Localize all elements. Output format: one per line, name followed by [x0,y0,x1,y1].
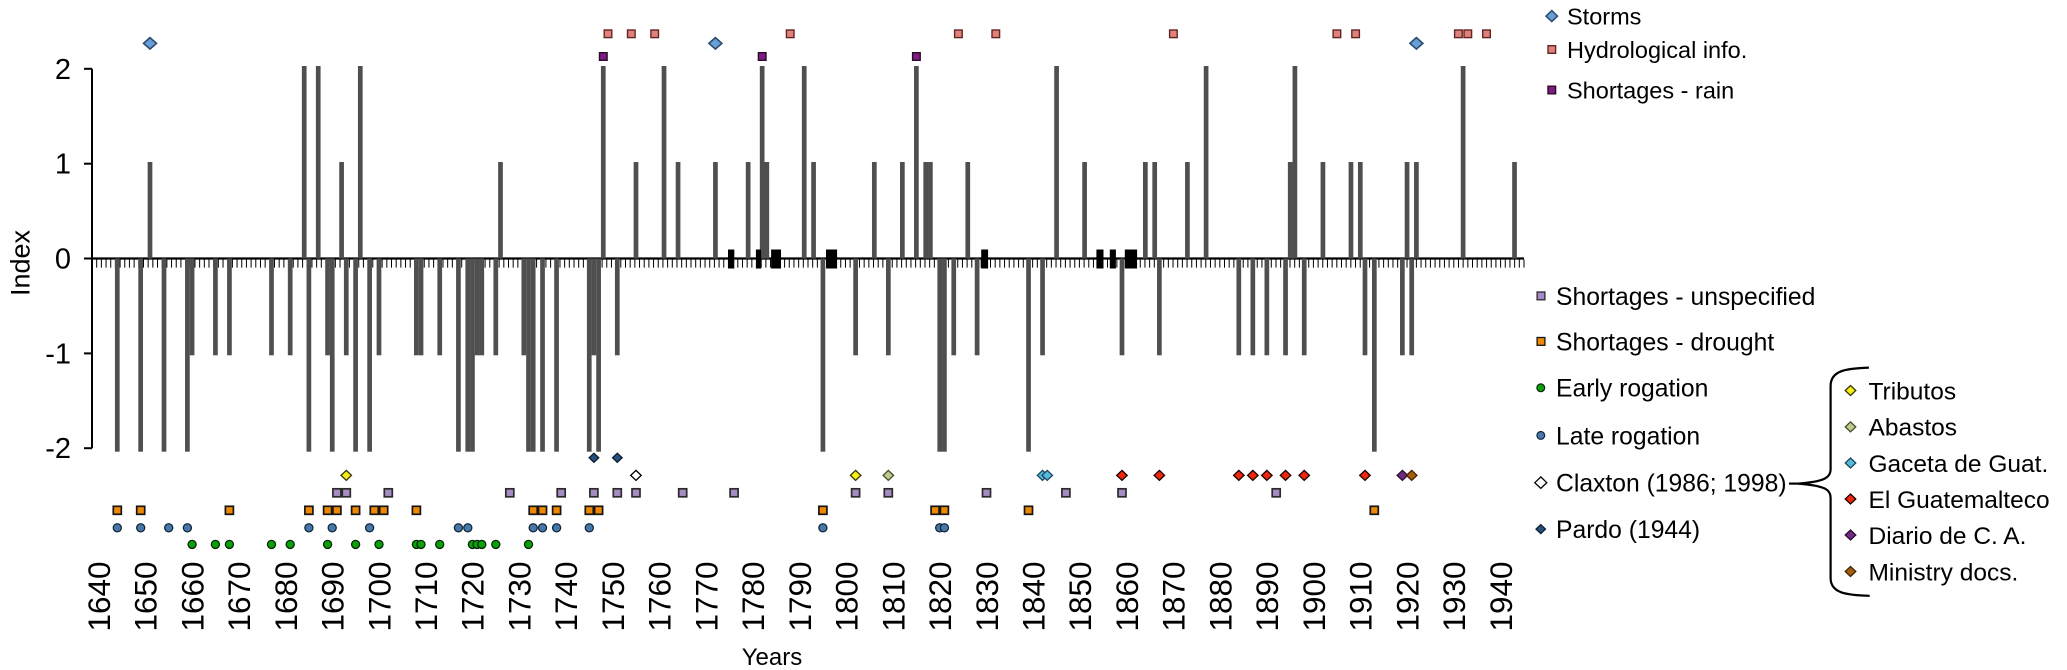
svg-text:Tributos: Tributos [1869,378,1957,405]
svg-text:1650: 1650 [128,561,164,631]
svg-text:Early rogation: Early rogation [1556,376,1708,403]
svg-text:1760: 1760 [642,561,678,631]
svg-text:1810: 1810 [875,561,911,631]
svg-text:Claxton (1986; 1998): Claxton (1986; 1998) [1556,471,1787,498]
svg-text:1820: 1820 [922,561,958,631]
svg-text:1870: 1870 [1156,561,1192,631]
svg-text:Shortages - drought: Shortages - drought [1556,329,1774,356]
svg-text:1710: 1710 [408,561,444,631]
svg-text:Ministry docs.: Ministry docs. [1869,559,2019,586]
svg-text:Late rogation: Late rogation [1556,423,1700,450]
svg-text:1750: 1750 [595,561,631,631]
svg-text:1890: 1890 [1249,561,1285,631]
svg-text:1: 1 [55,149,71,181]
svg-text:1910: 1910 [1343,561,1379,631]
svg-text:Gaceta de Guat.: Gaceta de Guat. [1869,451,2049,478]
svg-text:1670: 1670 [221,561,257,631]
svg-text:1700: 1700 [361,561,397,631]
svg-text:1770: 1770 [688,561,724,631]
svg-text:1790: 1790 [782,561,818,631]
svg-text:1880: 1880 [1202,561,1238,631]
svg-text:1640: 1640 [81,561,117,631]
svg-text:1920: 1920 [1389,561,1425,631]
svg-text:1690: 1690 [315,561,351,631]
svg-text:-2: -2 [45,433,71,465]
svg-text:1930: 1930 [1436,561,1472,631]
svg-text:1740: 1740 [548,561,584,631]
svg-text:1940: 1940 [1483,561,1519,631]
svg-text:Shortages - rain: Shortages - rain [1567,78,1734,104]
svg-text:1800: 1800 [829,561,865,631]
svg-text:1900: 1900 [1296,561,1332,631]
svg-text:Storms: Storms [1567,4,1641,30]
svg-text:2: 2 [55,54,71,86]
svg-text:Pardo (1944): Pardo (1944) [1556,517,1700,544]
svg-text:1730: 1730 [502,561,538,631]
svg-text:El Guatemalteco: El Guatemalteco [1869,487,2050,514]
svg-text:Diario de C. A.: Diario de C. A. [1869,523,2027,550]
svg-text:1660: 1660 [174,561,210,631]
svg-text:Hydrological info.: Hydrological info. [1567,37,1747,63]
svg-text:-1: -1 [45,338,71,370]
svg-text:1780: 1780 [735,561,771,631]
svg-text:Index: Index [6,229,36,296]
svg-text:Abastos: Abastos [1869,415,1958,442]
svg-text:1860: 1860 [1109,561,1145,631]
svg-text:1720: 1720 [455,561,491,631]
svg-text:0: 0 [55,244,71,276]
svg-text:1840: 1840 [1016,561,1052,631]
svg-text:Shortages - unspecified: Shortages - unspecified [1556,284,1815,311]
svg-text:1850: 1850 [1062,561,1098,631]
svg-text:1680: 1680 [268,561,304,631]
svg-text:Years: Years [742,644,803,670]
svg-text:1830: 1830 [969,561,1005,631]
